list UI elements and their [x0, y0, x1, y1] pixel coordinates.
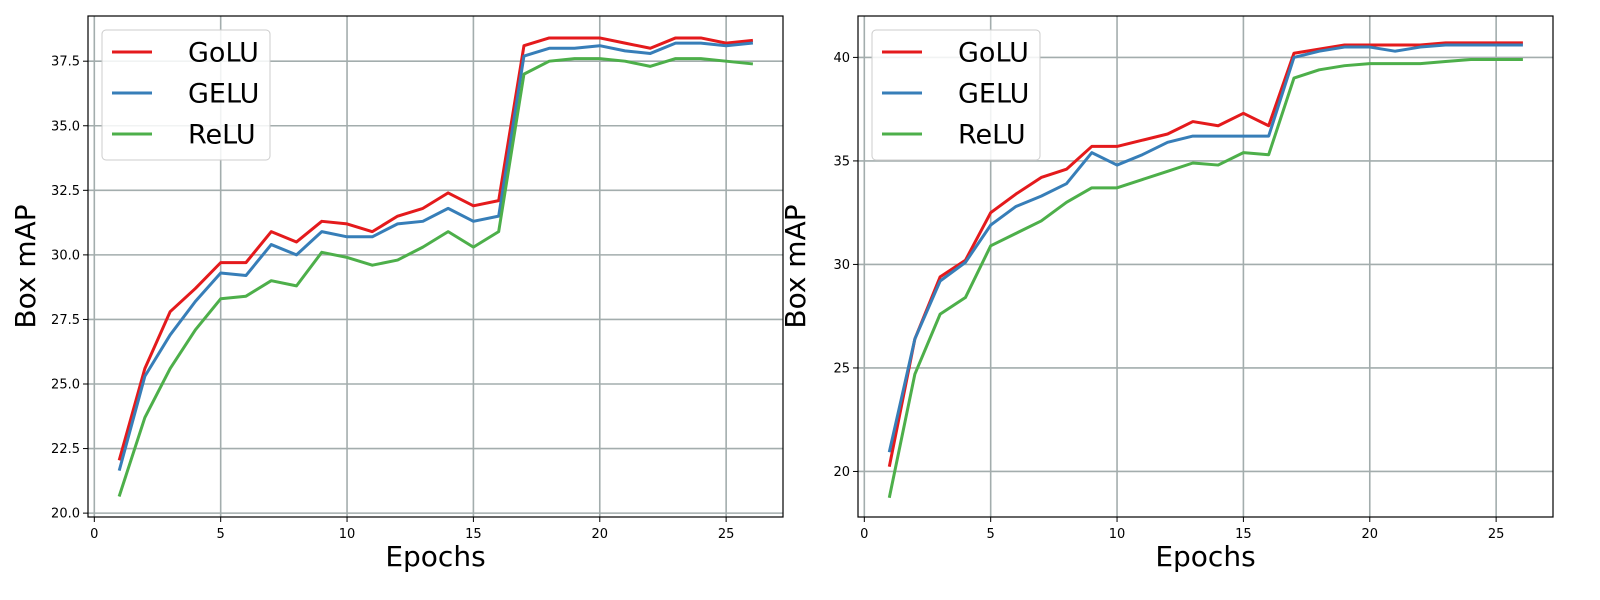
- legend-label-golu: GoLU: [188, 38, 259, 69]
- y-tick-label: 32.5: [51, 184, 80, 199]
- x-tick-label: 10: [1109, 527, 1126, 542]
- y-tick-label: 35.0: [51, 119, 80, 134]
- chart-left: 0 5 10 15 20 25 20.0 22.5 25.0 27.5 30.0 32.5 35.0 37…: [9, 15, 784, 573]
- x-tick-label: 0: [90, 527, 98, 542]
- x-tick-label: 5: [987, 527, 995, 542]
- y-axis-label: Box mAP: [779, 204, 812, 328]
- legend-label-golu: GoLU: [958, 38, 1029, 69]
- y-axis-label: Box mAP: [9, 204, 42, 328]
- x-tick-label: 10: [339, 527, 356, 542]
- series-line-gelu: [887, 43, 1523, 453]
- legend-box: [101, 29, 271, 161]
- y-tick-label: 22.5: [51, 442, 80, 457]
- legend: GoLU GELU ReLU: [101, 29, 271, 161]
- y-tick-label: 25: [833, 361, 850, 376]
- legend: GoLU GELU ReLU: [871, 29, 1041, 161]
- legend-box: [871, 29, 1041, 161]
- y-tick-label: 30: [833, 258, 850, 273]
- series-line-gelu: [117, 41, 754, 472]
- x-tick-label: 20: [1361, 527, 1378, 542]
- series-line-relu: [887, 57, 1523, 499]
- plot-frame: [87, 15, 784, 518]
- legend-label-relu: ReLU: [188, 120, 256, 151]
- x-axis-label: Epochs: [385, 540, 485, 573]
- x-axis-label: Epochs: [1155, 540, 1255, 573]
- x-tick-label: 25: [1488, 527, 1505, 542]
- x-tick-label: 15: [1235, 527, 1252, 542]
- y-tick-label: 30.0: [51, 248, 80, 263]
- x-tick-label: 5: [217, 527, 225, 542]
- legend-label-gelu: GELU: [958, 79, 1029, 110]
- y-tick-label: 25.0: [51, 378, 80, 393]
- legend-label-relu: ReLU: [958, 120, 1026, 151]
- series-line-golu: [887, 41, 1523, 468]
- y-tick-label: 37.5: [51, 55, 80, 70]
- chart-right: 0 5 10 15 20 25 20 25 30 35 40 Epochs Box mAP GoLU GEL…: [779, 15, 1554, 573]
- plot-frame: [857, 15, 1554, 518]
- x-tick-label: 20: [591, 527, 608, 542]
- x-tick-label: 15: [465, 527, 482, 542]
- y-tick-label: 35: [833, 154, 850, 169]
- y-tick-label: 27.5: [51, 313, 80, 328]
- legend-label-gelu: GELU: [188, 79, 259, 110]
- x-tick-label: 25: [718, 527, 735, 542]
- series-line-golu: [117, 36, 754, 461]
- x-tick-label: 0: [860, 527, 868, 542]
- series-line-relu: [117, 57, 754, 497]
- y-tick-label: 20.0: [51, 507, 80, 522]
- y-tick-label: 40: [833, 51, 850, 66]
- y-tick-label: 20: [833, 465, 850, 480]
